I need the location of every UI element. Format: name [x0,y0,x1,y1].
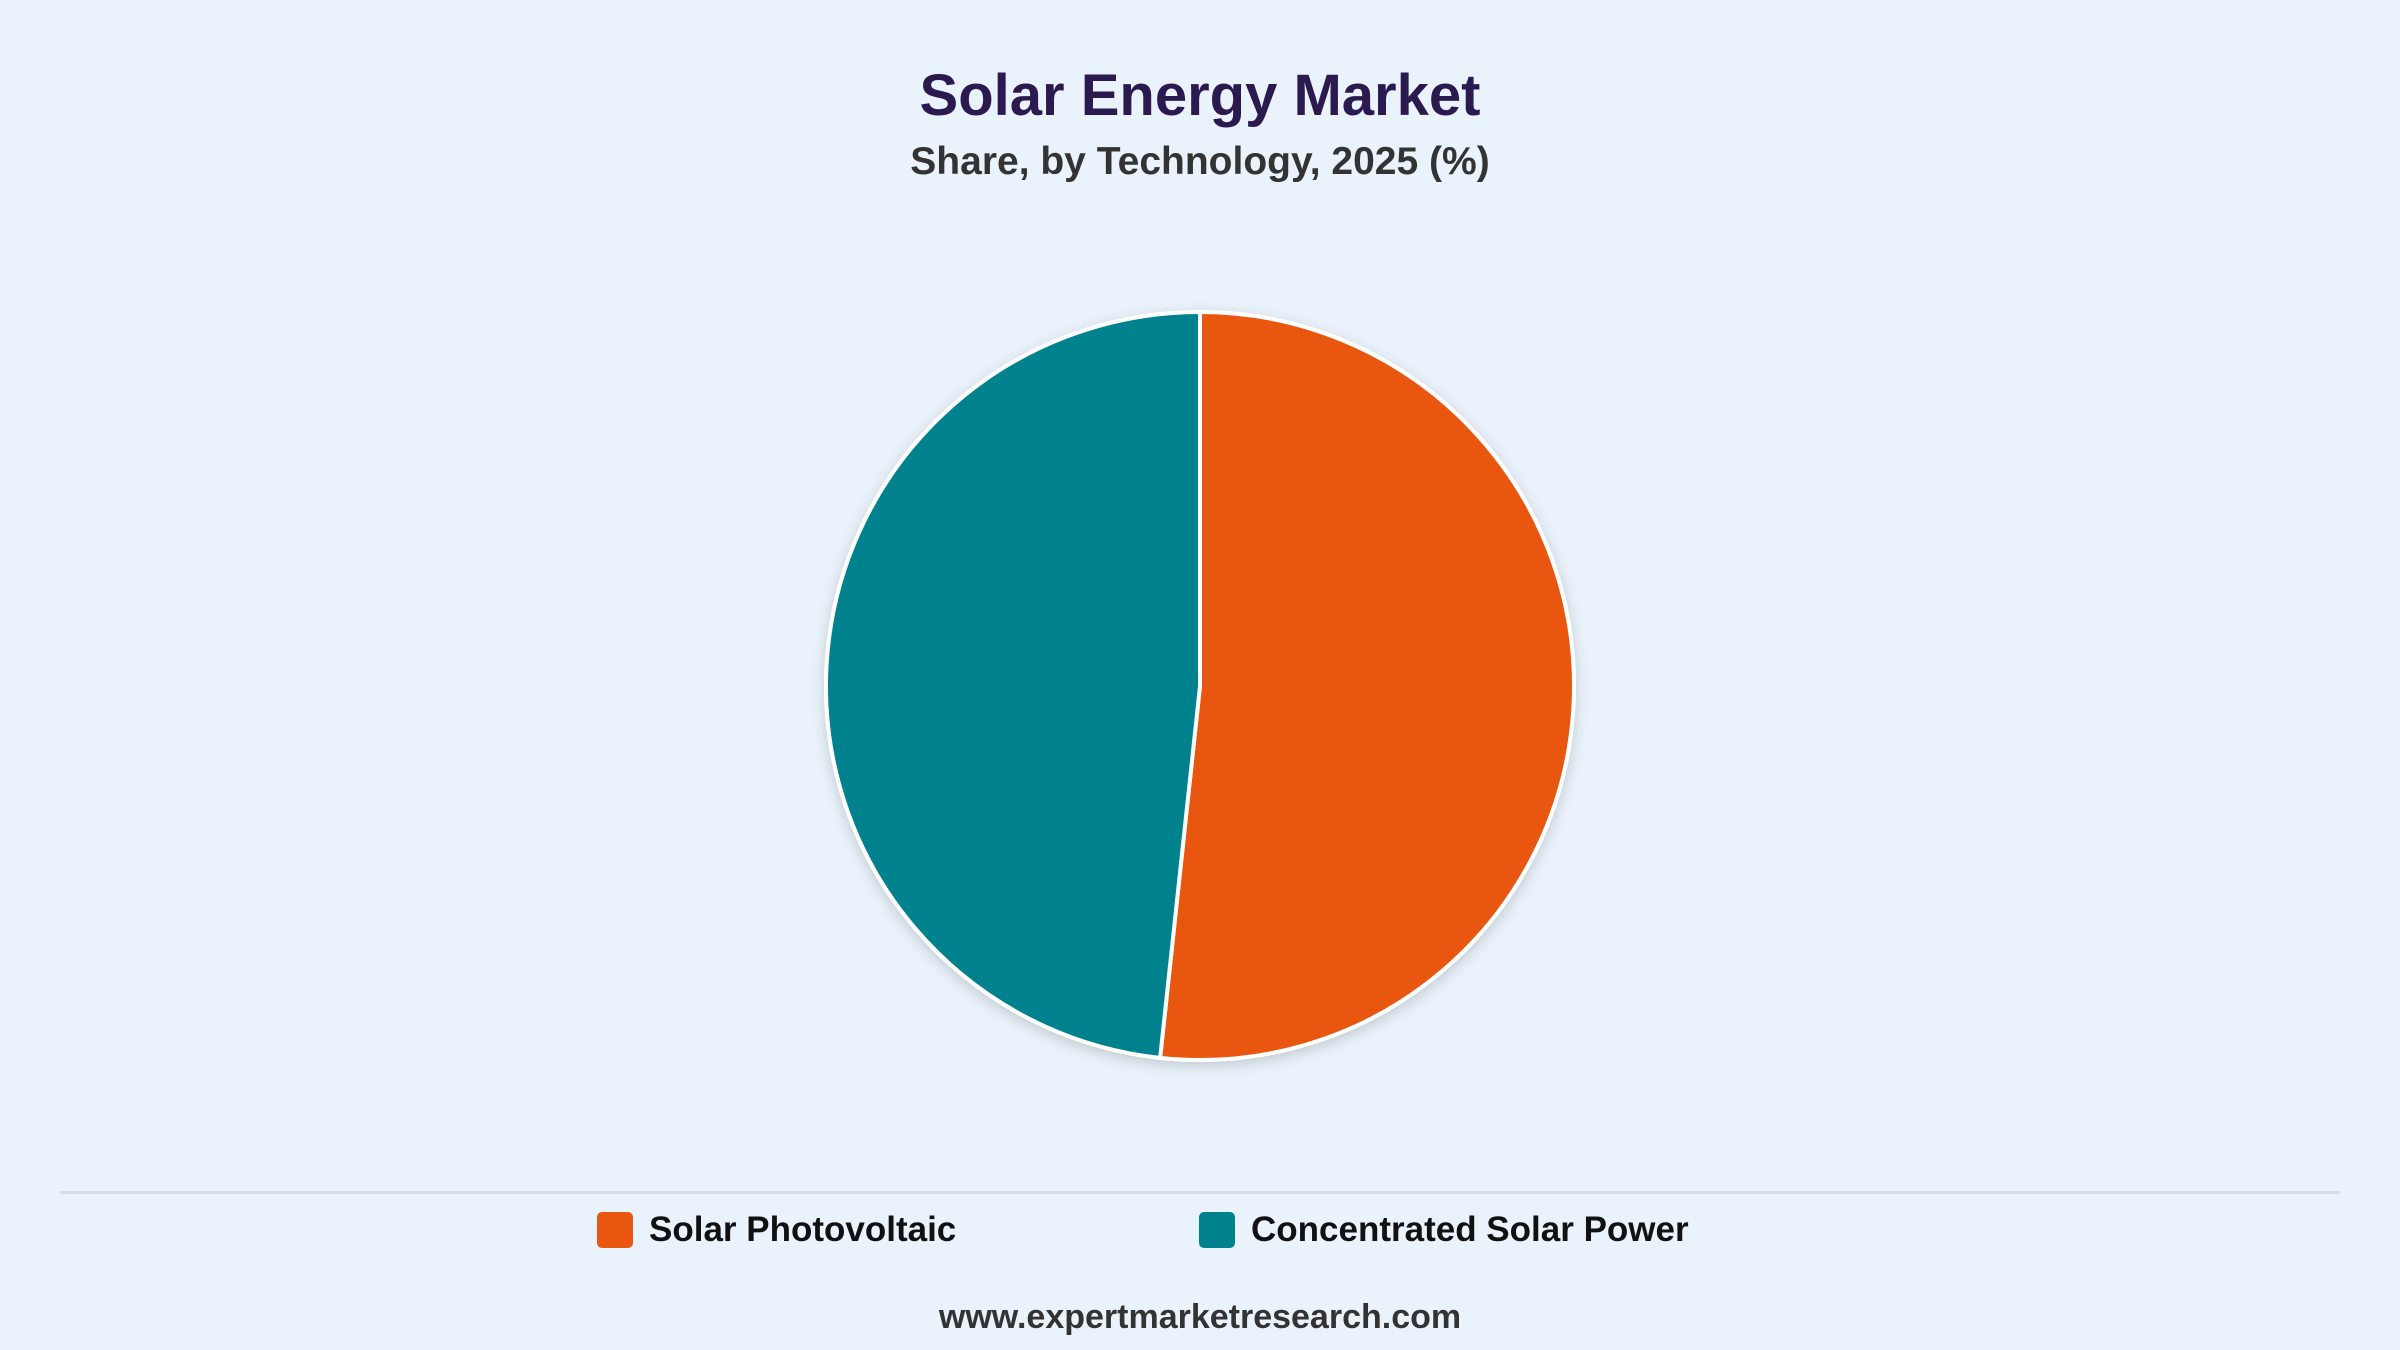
legend-item-solar-photovoltaic: Solar Photovoltaic [597,1210,956,1250]
legend-label: Concentrated Solar Power [1251,1210,1689,1249]
chart-subtitle: Share, by Technology, 2025 (%) [910,140,1490,183]
legend-swatch-solar-photovoltaic [597,1212,633,1248]
legend-item-concentrated-solar-power: Concentrated Solar Power [1199,1210,1689,1250]
legend-label: Solar Photovoltaic [649,1210,957,1249]
pie-slice-solar-photovoltaic [1158,310,1576,1062]
legend-divider [60,1191,2340,1194]
source-url: www.expertmarketresearch.com [938,1298,1462,1336]
legend-swatch-concentrated-solar-power [1199,1212,1235,1248]
chart-title: Solar Energy Market [919,63,1481,128]
pie-chart [824,310,1576,1062]
pie-slice-concentrated-solar-power [824,310,1202,1060]
